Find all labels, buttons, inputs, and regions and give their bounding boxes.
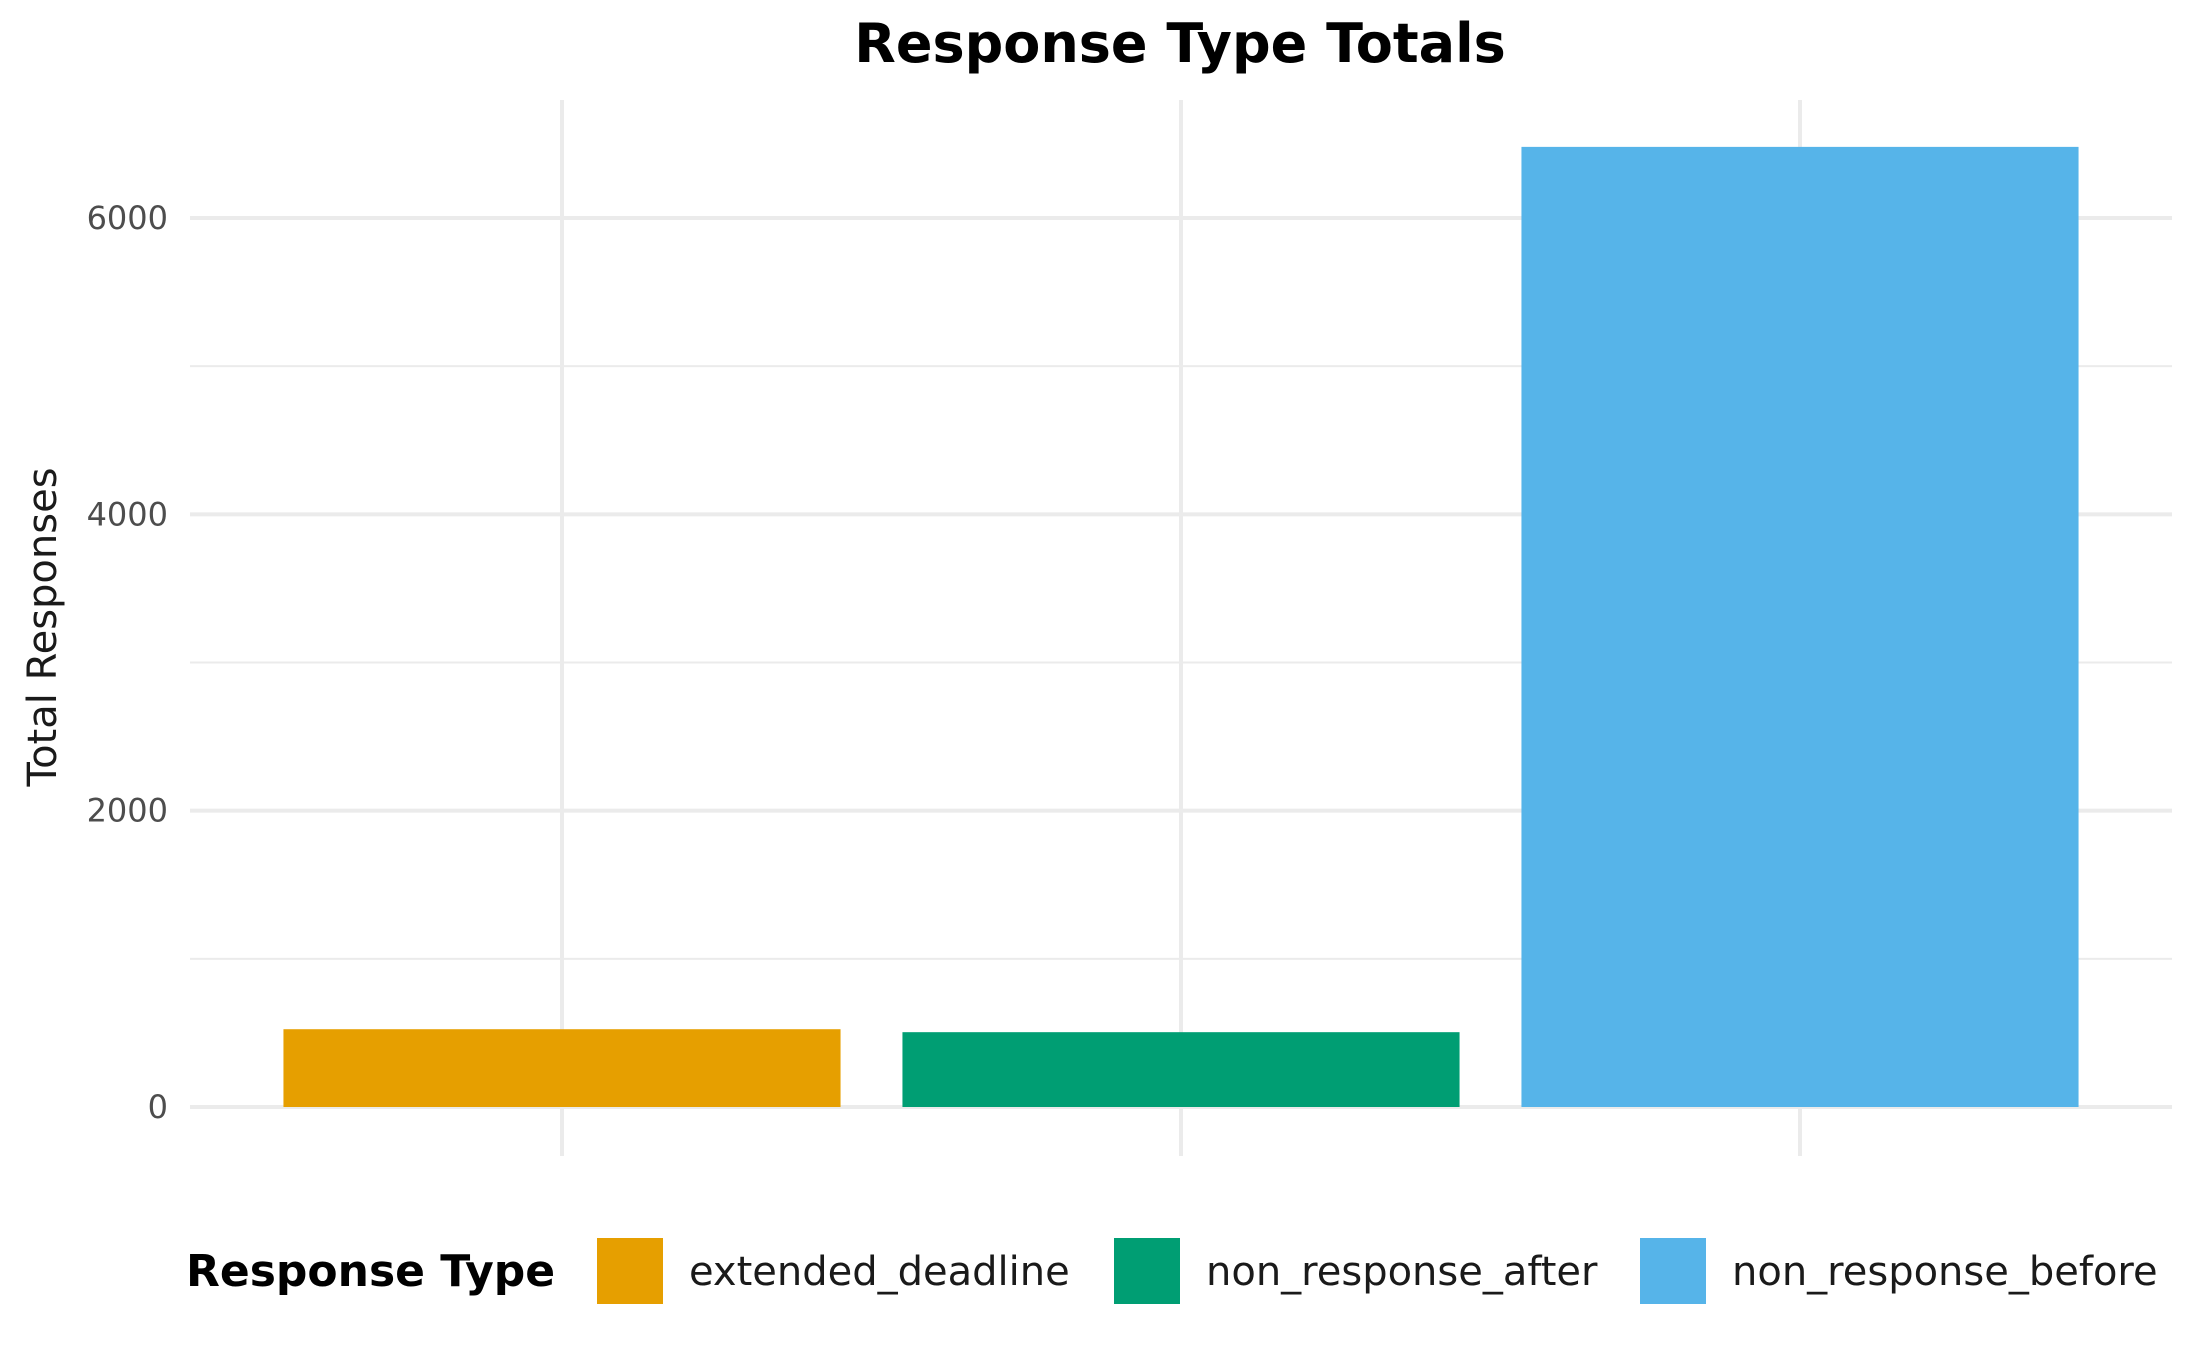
- y-axis-ticks: 0 2000 4000 6000: [87, 199, 168, 1126]
- legend-label-non-response-after: non_response_after: [1206, 1249, 1598, 1295]
- bars: [283, 146, 2079, 1107]
- legend-key-extended-deadline: [597, 1238, 663, 1304]
- bar-non-response-after[interactable]: [902, 1032, 1460, 1107]
- chart-title: Response Type Totals: [854, 12, 1505, 75]
- legend-label-non-response-before: non_response_before: [1732, 1249, 2158, 1295]
- legend[interactable]: Response Type extended_deadline non_respo…: [186, 1238, 2158, 1304]
- legend-key-non-response-after: [1114, 1238, 1180, 1304]
- y-axis-title: Total Responses: [20, 467, 66, 787]
- bar-non-response-before[interactable]: [1521, 146, 2079, 1107]
- legend-key-non-response-before: [1640, 1238, 1706, 1304]
- bar-extended-deadline[interactable]: [283, 1029, 841, 1107]
- legend-label-extended-deadline: extended_deadline: [689, 1249, 1070, 1295]
- legend-title: Response Type: [186, 1246, 555, 1297]
- y-tick-label: 6000: [87, 199, 168, 237]
- y-tick-label: 0: [148, 1088, 168, 1126]
- y-tick-label: 4000: [87, 495, 168, 533]
- y-tick-label: 2000: [87, 792, 168, 830]
